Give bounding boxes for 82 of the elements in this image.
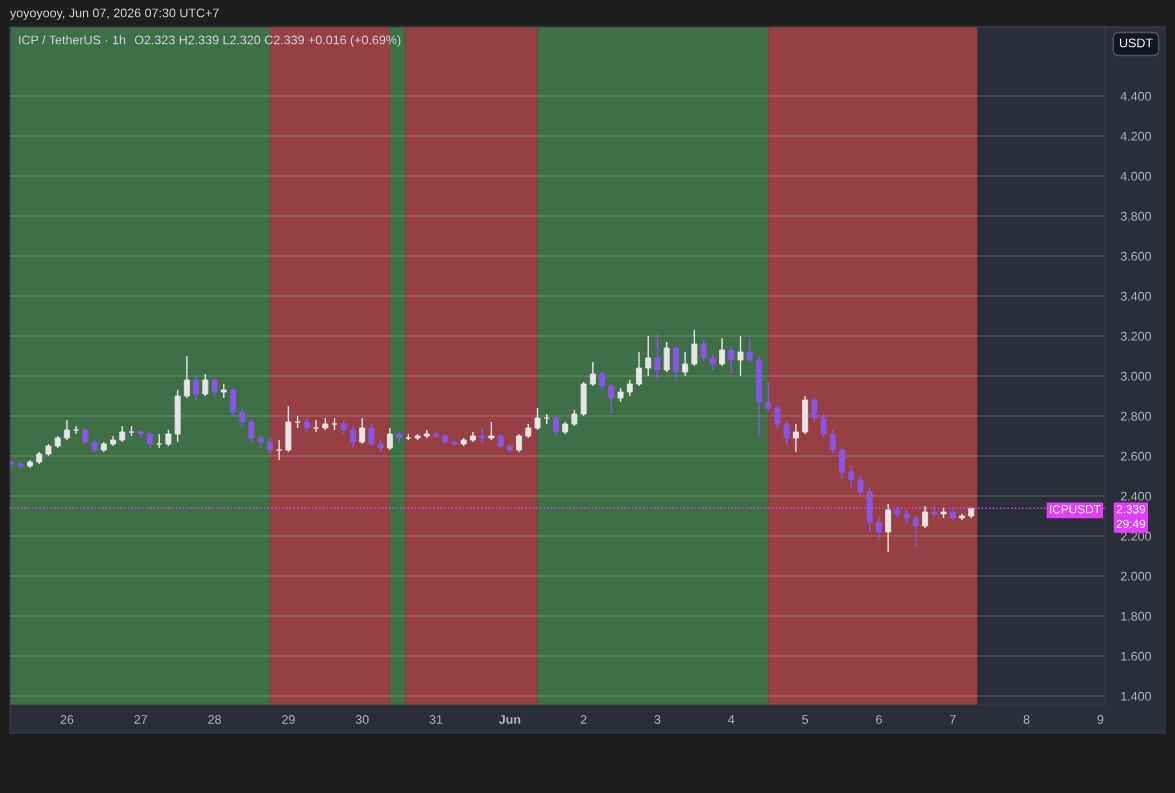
candlestick [848,465,855,489]
x-tick-label: 27 [134,715,148,724]
candlestick [386,427,393,451]
y-tick-label: 4.400 [1120,91,1152,101]
y-tick-label: 2.200 [1120,531,1152,541]
y-tick-label: 1.800 [1121,611,1152,621]
y-tick-label: 3.400 [1120,291,1152,301]
y-tick-label: 3.600 [1120,251,1152,261]
candlestick [672,345,679,381]
candlestick [839,447,845,479]
y-tick-label: 2.800 [1120,411,1152,421]
candlestick [737,335,744,377]
candlestick [811,397,818,423]
y-tick-label: 4.200 [1120,131,1152,141]
candlestick [792,423,799,453]
candlestick [193,375,200,401]
x-tick-label: 2 [580,715,587,724]
text: ICP / TetherUS · 1h [19,35,126,45]
y-tick-label: 2.400 [1120,491,1152,501]
candlestick [691,329,698,367]
candlestick [654,333,661,381]
y-tick-label: 2.000 [1120,571,1152,581]
candlestick [663,341,670,373]
x-tick-label: 28 [208,715,221,724]
candlestick [728,345,735,375]
candlestick [608,383,615,415]
candlestick [885,503,892,553]
candlestick [783,421,790,447]
candlestick [820,411,827,439]
candlestick [875,515,882,541]
text: yoyoyooy, Jun 07, 2026 07:30 UTC+7 [10,8,219,20]
candlestick [682,351,689,377]
x-tick-label: Jun [498,715,521,724]
candlestick [589,361,596,387]
x-tick-label: 8 [1023,715,1030,724]
x-tick-label: 29 [282,715,295,724]
ref-line-label: ICPUSDT [1050,505,1101,514]
candlestick [156,433,163,449]
candlestick [368,423,375,447]
candlestick [313,419,319,433]
candlestick [276,439,283,461]
candlestick [636,351,642,387]
candlestick [63,419,70,441]
x-tick-label: 30 [355,715,369,724]
candlestick [645,335,652,377]
x-tick-label: 3 [654,715,661,724]
candlestick [73,425,80,435]
candlestick [553,415,559,437]
x-tick-label: 4 [728,715,735,724]
candlestick [912,515,919,547]
candlestick [719,337,726,367]
candlestick [700,339,707,363]
text: 29:49 [1116,519,1146,529]
candlestick [857,475,864,497]
y-tick-label: 4.000 [1120,171,1152,181]
y-tick-label: 3.800 [1120,211,1152,221]
text: 2.339 [1116,505,1146,514]
y-tick-label: 1.600 [1121,651,1152,661]
x-tick-label: 7 [949,715,956,724]
candlestick [765,381,772,413]
x-tick-label: 5 [802,715,809,724]
candlestick [479,427,486,443]
x-tick-label: 6 [876,715,882,724]
candlestick [230,387,236,417]
y-tick-label: 2.600 [1120,451,1152,461]
candlestick [183,355,190,399]
x-tick-label: 9 [1097,715,1104,724]
candlestick [248,419,255,443]
x-tick-label: 26 [60,715,74,724]
y-tick-label: 3.200 [1120,331,1152,341]
candlestick [534,407,541,431]
candlestick [774,405,781,429]
candlestick [922,505,929,529]
x-tick-label: 31 [429,715,443,724]
y-axis-title: USDT [1119,38,1153,48]
candlestick [202,373,209,397]
candlestick [359,417,366,445]
y-tick-label: 1.400 [1121,691,1152,701]
candlestick [829,429,836,455]
candlestick [350,425,356,449]
y-tick-label: 3.000 [1120,371,1152,381]
candlestick [746,337,753,363]
